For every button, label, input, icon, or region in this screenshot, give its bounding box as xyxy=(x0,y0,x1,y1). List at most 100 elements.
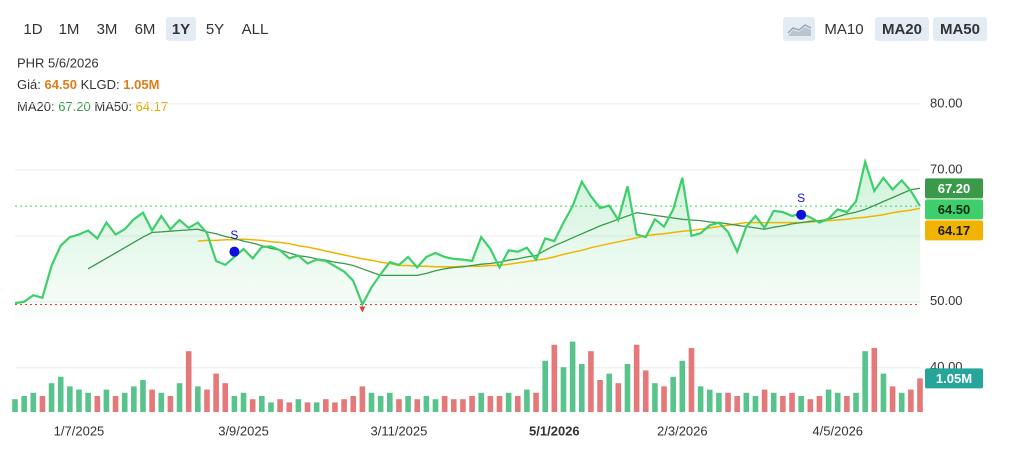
volume-bar xyxy=(496,396,503,412)
volume-bar xyxy=(880,373,887,412)
range-label: 1Y xyxy=(172,21,190,38)
volume-bar xyxy=(359,386,366,412)
range-selected-bg xyxy=(166,17,196,41)
volume-bar xyxy=(478,392,485,412)
volume-bar xyxy=(121,392,128,412)
range-button[interactable]: 1M xyxy=(59,21,80,38)
volume-bar xyxy=(131,386,137,412)
volume-bar xyxy=(57,376,64,412)
info-price-line: Giá: 64.50 KLGD: 1.05M xyxy=(17,77,159,92)
range-label: 5Y xyxy=(206,21,224,38)
volume-bar xyxy=(386,392,393,412)
volume-bar xyxy=(213,373,219,412)
indicator-button[interactable]: MA50 xyxy=(933,17,987,41)
volume-bar xyxy=(670,376,676,412)
range-button[interactable]: 1Y xyxy=(166,17,196,41)
info-ma-line: MA20: 67.20 MA50: 64.17 xyxy=(17,99,168,114)
range-button[interactable]: ALL xyxy=(242,21,269,38)
price-label: Giá: xyxy=(17,77,41,92)
ma20-label: MA20: xyxy=(17,99,55,114)
volume-bar xyxy=(277,399,283,412)
volume-bar xyxy=(834,392,841,412)
volume-bar xyxy=(761,389,768,412)
range-label: 3M xyxy=(97,21,118,38)
last-value-badge: 64.50 xyxy=(925,199,983,220)
volume-bar xyxy=(167,396,174,412)
volume-bar xyxy=(158,392,165,412)
volume-bar xyxy=(560,367,567,412)
volume-bar xyxy=(524,389,530,412)
volume-bar xyxy=(752,396,759,412)
last-value-badge: 67.20 xyxy=(925,178,983,199)
volume-bar xyxy=(323,399,329,412)
volume-bar xyxy=(642,370,649,412)
volume-bar xyxy=(304,402,311,412)
badge-bg xyxy=(925,199,983,220)
info-title: PHR 5/6/2026 xyxy=(17,55,99,70)
indicator-active-bg xyxy=(875,17,929,41)
volume-bar xyxy=(149,389,155,412)
volume-bar xyxy=(871,348,878,412)
volume-bar xyxy=(844,396,850,412)
volume-bar xyxy=(542,360,549,412)
volume-bar xyxy=(313,402,320,412)
range-button[interactable]: 3M xyxy=(97,21,118,38)
volume-bar xyxy=(249,399,256,412)
range-label: 1M xyxy=(59,21,80,38)
volume-bar xyxy=(286,402,293,412)
volume-bar xyxy=(652,383,658,412)
volume-bar xyxy=(195,386,201,412)
volume-bar xyxy=(679,360,686,412)
indicator-active-bg xyxy=(933,17,987,41)
volume-bar xyxy=(807,399,814,412)
volume-bar xyxy=(578,364,585,412)
volume-bar xyxy=(140,380,146,412)
indicator-label: MA50 xyxy=(940,21,980,38)
indicator-button[interactable]: MA10 xyxy=(824,21,863,38)
volume-bar xyxy=(268,402,274,412)
volume-bar xyxy=(825,389,832,412)
volume-bar xyxy=(487,396,494,412)
badge-bg xyxy=(925,178,983,199)
indicator-label: MA20 xyxy=(882,21,922,38)
volume-bar xyxy=(396,399,402,412)
range-button[interactable]: 1D xyxy=(23,21,42,38)
volume-bar xyxy=(908,389,914,412)
ma50-label: MA50: xyxy=(94,99,132,114)
x-tick-label: 4/5/2026 xyxy=(812,423,863,438)
volume-bar xyxy=(350,396,357,412)
volume-bar xyxy=(469,396,475,412)
price-value: 64.50 xyxy=(44,77,77,92)
volume-bar xyxy=(697,386,704,412)
volume-bar xyxy=(103,389,110,412)
volume-bar xyxy=(405,396,411,412)
volume-bar xyxy=(615,383,622,412)
x-tick-label: 5/1/2026 xyxy=(529,423,580,438)
indicator-button[interactable]: MA20 xyxy=(875,17,929,41)
x-tick-label: 1/7/2025 xyxy=(54,423,105,438)
volume-bar xyxy=(185,351,192,412)
volume-bar xyxy=(432,399,439,412)
range-button[interactable]: 6M xyxy=(135,21,156,38)
badge-label: 67.20 xyxy=(938,181,971,196)
volume-bar xyxy=(633,344,640,412)
volume-bar xyxy=(734,396,740,412)
volume-badge: 1.05M xyxy=(925,368,983,389)
badge-label: 64.17 xyxy=(938,223,971,238)
volume-bar xyxy=(12,399,18,412)
volume-bar xyxy=(688,348,695,412)
volume-bar xyxy=(450,399,457,412)
range-button[interactable]: 5Y xyxy=(206,21,224,38)
volume-bar xyxy=(368,392,375,412)
badge-bg xyxy=(925,220,983,241)
y-tick-label: 70.00 xyxy=(930,161,963,176)
volume-bar xyxy=(514,396,521,412)
x-tick-label: 2/3/2026 xyxy=(657,423,708,438)
volume-bar xyxy=(295,399,302,412)
chart-type-button[interactable] xyxy=(783,17,815,41)
volume-bar xyxy=(76,389,82,412)
volume-bar xyxy=(332,402,338,412)
y-tick-label: 50.00 xyxy=(930,293,963,308)
x-tick-label: 3/9/2025 xyxy=(218,423,269,438)
volume-bar xyxy=(231,396,238,412)
